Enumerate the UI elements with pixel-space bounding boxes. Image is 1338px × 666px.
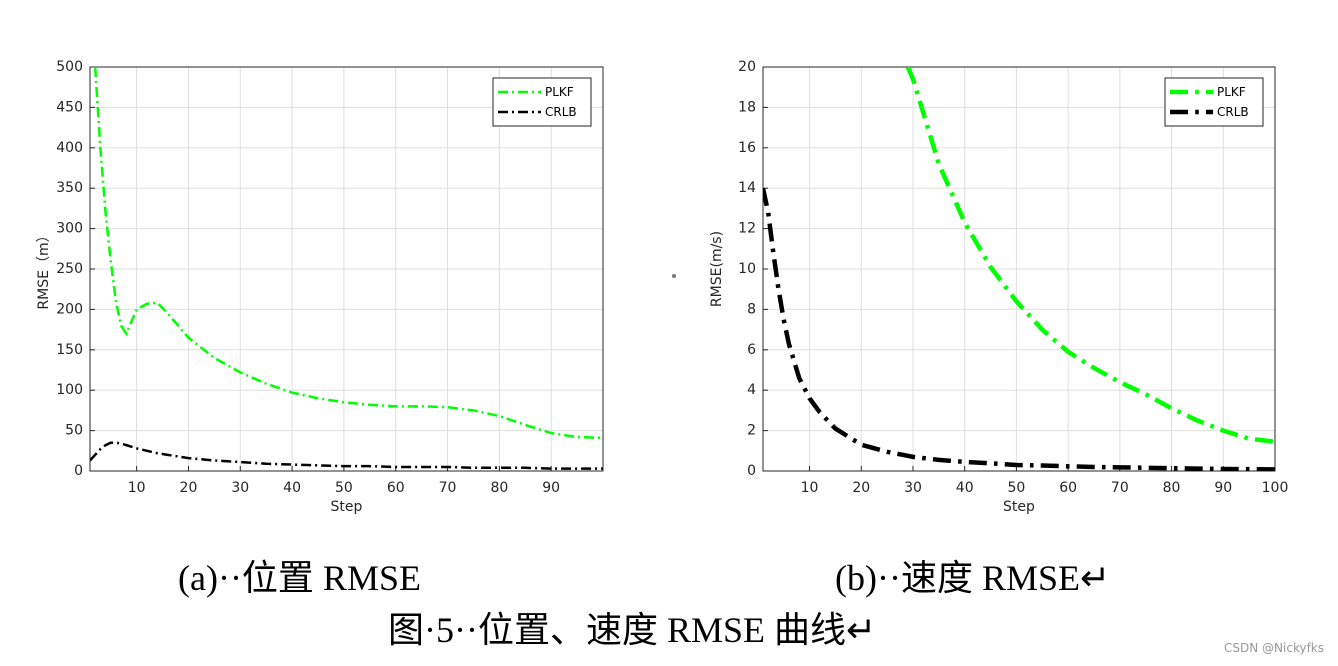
y-tick-label: 0 <box>74 463 83 479</box>
legend-box <box>1164 77 1264 127</box>
y-tick-label: 14 <box>738 180 756 196</box>
x-tick-label: 30 <box>904 480 922 496</box>
series-line <box>905 67 1275 444</box>
x-tick-label: 20 <box>852 480 870 496</box>
x-tick-label: 40 <box>283 480 301 496</box>
x-tick-label: 40 <box>956 480 974 496</box>
series-line <box>93 67 603 440</box>
x-tick-label: 70 <box>439 480 457 496</box>
y-axis-label: RMSE（m） <box>36 228 52 309</box>
y-tick-label: 500 <box>56 59 83 75</box>
legend-label: PLKF <box>1217 85 1246 99</box>
x-tick-label: 70 <box>1111 480 1129 496</box>
y-tick-label: 16 <box>738 140 756 156</box>
caption: (a)··位置 RMSE <box>178 558 421 598</box>
x-tick-label: 30 <box>231 480 249 496</box>
legend-label: CRLB <box>1217 105 1249 119</box>
y-tick-label: 12 <box>738 221 756 237</box>
x-tick-label: 50 <box>1008 480 1026 496</box>
y-tick-label: 6 <box>747 342 756 358</box>
watermark: CSDN @Nickyfks <box>1224 641 1324 655</box>
x-tick-label: 10 <box>128 480 146 496</box>
x-tick-label: 10 <box>801 480 819 496</box>
y-tick-label: 0 <box>747 463 756 479</box>
x-tick-label: 90 <box>542 480 560 496</box>
series-line <box>90 441 603 470</box>
x-axis-label: Step <box>1003 499 1035 515</box>
x-tick-label: 60 <box>387 480 405 496</box>
y-tick-label: 18 <box>738 99 756 115</box>
legend-label: PLKF <box>545 85 574 99</box>
y-tick-label: 150 <box>56 342 83 358</box>
axes-box <box>762 66 1276 472</box>
y-tick-label: 400 <box>56 140 83 156</box>
x-tick-label: 80 <box>1163 480 1181 496</box>
y-tick-label: 8 <box>747 301 756 317</box>
y-tick-label: 350 <box>56 180 83 196</box>
x-axis-label: Step <box>331 499 363 515</box>
legend-label: CRLB <box>545 105 577 119</box>
y-axis-label: RMSE(m/s) <box>709 231 725 307</box>
caption: 图·5··位置、速度 RMSE 曲线↵ <box>388 610 876 650</box>
caption: (b)··速度 RMSE↵ <box>835 558 1110 598</box>
x-tick-label: 50 <box>335 480 353 496</box>
y-tick-label: 10 <box>738 261 756 277</box>
y-tick-label: 250 <box>56 261 83 277</box>
y-tick-label: 450 <box>56 99 83 115</box>
x-tick-label: 100 <box>1262 480 1289 496</box>
axes-box <box>89 66 604 472</box>
x-tick-label: 90 <box>1214 480 1232 496</box>
y-tick-label: 200 <box>56 301 83 317</box>
y-tick-label: 20 <box>738 59 756 75</box>
y-tick-label: 300 <box>56 221 83 237</box>
x-tick-label: 80 <box>490 480 508 496</box>
dot <box>672 274 676 278</box>
x-tick-label: 60 <box>1059 480 1077 496</box>
legend-box <box>492 77 592 127</box>
y-tick-label: 50 <box>65 423 83 439</box>
y-tick-label: 100 <box>56 382 83 398</box>
x-tick-label: 20 <box>180 480 198 496</box>
y-tick-label: 2 <box>747 423 756 439</box>
y-tick-label: 4 <box>747 382 756 398</box>
series-line <box>763 187 1275 471</box>
